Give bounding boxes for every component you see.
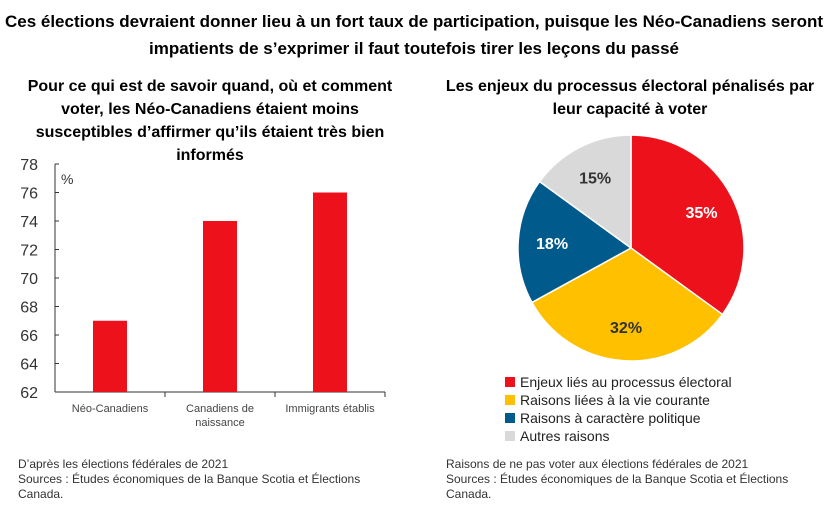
legend-label: Raisons à caractère politique — [520, 410, 701, 426]
y-tick-label: 76 — [20, 186, 38, 203]
bar-source-text: Sources : Études économiques de la Banqu… — [18, 472, 361, 501]
legend-swatch — [505, 413, 515, 423]
pie-note-text: Raisons de ne pas voter aux élections fé… — [446, 457, 749, 471]
x-tick-label: Immigrants établis — [285, 403, 375, 415]
pie-chart-note: Raisons de ne pas voter aux élections fé… — [446, 457, 826, 502]
bar-chart: 62 64 66 68 70 72 74 76 78% Néo-Canadiens Canadien… — [20, 157, 386, 429]
pie-source-text: Sources : Études économiques de la Banqu… — [446, 472, 789, 501]
legend-item: Raisons liées à la vie courante — [505, 391, 732, 409]
y-tick-label: 66 — [20, 328, 38, 345]
pie-legend: Enjeux liés au processus électoral Raison… — [505, 373, 732, 445]
bar — [93, 320, 127, 392]
y-tick-label: 70 — [20, 271, 38, 288]
pie-chart: 35% 32% 18% 15% — [517, 134, 745, 362]
slice-label: 15% — [579, 171, 611, 188]
bar-note-text: D’après les élections fédérales de 2021 — [18, 457, 229, 471]
x-tick-label: Canadiens de — [186, 403, 254, 415]
pie-slice — [517, 180, 633, 304]
pie-slice — [530, 247, 724, 362]
legend-label: Autres raisons — [520, 428, 610, 444]
y-tick-label: 72 — [20, 243, 38, 260]
x-tick-label: Néo-Canadiens — [72, 403, 149, 415]
legend-item: Raisons à caractère politique — [505, 409, 732, 427]
y-tick-label: 74 — [20, 214, 38, 231]
pie-chart-title: Les enjeux du processus électoral pénali… — [445, 78, 815, 118]
legend-swatch — [505, 377, 515, 387]
bar-chart-note: D’après les élections fédérales de 2021 S… — [18, 457, 398, 502]
pie-slice — [630, 134, 745, 316]
y-unit-label: % — [61, 171, 73, 187]
legend-swatch — [505, 395, 515, 405]
bar — [313, 192, 347, 392]
legend-swatch — [505, 431, 515, 441]
legend-label: Enjeux liés au processus électoral — [520, 374, 732, 390]
slice-label: 35% — [685, 205, 717, 222]
slice-label: 32% — [610, 320, 642, 337]
y-tick-label: 78 — [20, 157, 38, 174]
y-tick-label: 64 — [20, 357, 38, 374]
main-title: Ces élections devraient donner lieu à un… — [4, 12, 824, 58]
legend-item: Enjeux liés au processus électoral — [505, 373, 732, 391]
bar-chart-title: Pour ce qui est de savoir quand, où et c… — [27, 78, 393, 164]
bar — [203, 221, 237, 392]
y-tick-label: 68 — [20, 300, 38, 317]
legend-item: Autres raisons — [505, 427, 732, 445]
y-tick-label: 62 — [20, 385, 38, 402]
pie-slice — [538, 134, 632, 250]
x-tick-label: naissance — [195, 417, 245, 429]
legend-label: Raisons liées à la vie courante — [520, 392, 710, 408]
slice-label: 18% — [536, 236, 568, 253]
